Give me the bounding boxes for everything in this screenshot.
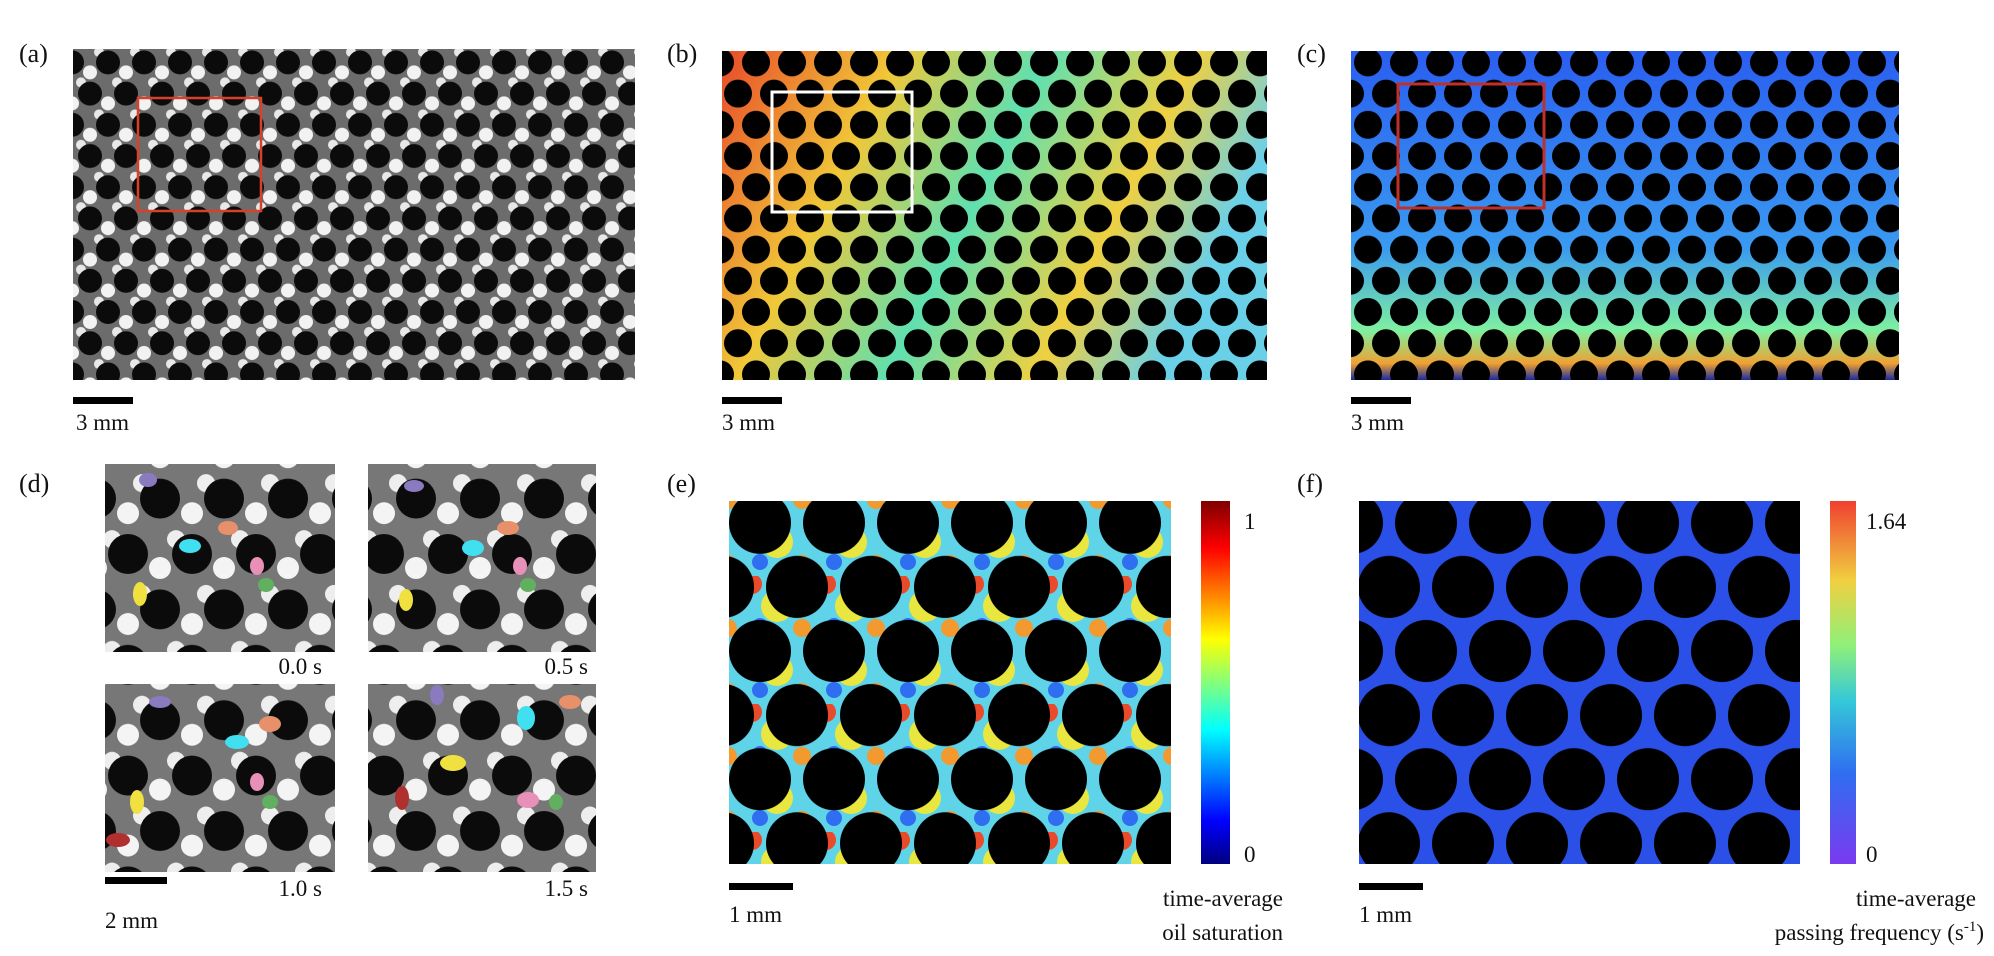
blob bbox=[149, 696, 171, 708]
blob bbox=[139, 473, 157, 487]
panel-label: (c) bbox=[1297, 39, 1326, 68]
scale-bar bbox=[722, 397, 782, 404]
blob bbox=[404, 480, 424, 492]
snapshot bbox=[368, 464, 596, 652]
title-text: passing frequency (s bbox=[1775, 920, 1964, 945]
saturation-map-holes bbox=[722, 51, 1267, 380]
snapshots bbox=[105, 464, 596, 872]
snapshot bbox=[105, 464, 335, 652]
time-label: 1.0 s bbox=[279, 876, 323, 901]
snapshot bbox=[105, 684, 335, 872]
blob bbox=[179, 539, 201, 553]
blob bbox=[462, 540, 484, 556]
panel-label: (f) bbox=[1297, 469, 1323, 498]
scale-bar bbox=[729, 883, 793, 890]
roi-box bbox=[136, 96, 263, 213]
colorbar-min: 0 bbox=[1866, 842, 1878, 867]
title-text: ) bbox=[1976, 920, 1984, 945]
blob bbox=[517, 706, 535, 730]
scale-bar bbox=[1359, 883, 1423, 890]
panel-label: (e) bbox=[667, 469, 696, 498]
panel-label: (b) bbox=[667, 39, 697, 68]
colorbar-max: 1.64 bbox=[1866, 509, 1907, 534]
snapshot bbox=[368, 684, 596, 872]
blob bbox=[520, 578, 536, 592]
frequency-zoom-holes bbox=[1359, 501, 1800, 864]
blob bbox=[262, 795, 278, 809]
time-label: 0.0 s bbox=[279, 654, 323, 679]
time-label: 0.5 s bbox=[545, 654, 589, 679]
scale-bar bbox=[1351, 397, 1411, 404]
blob bbox=[133, 582, 147, 606]
blob bbox=[513, 557, 527, 575]
saturation-zoom-holes bbox=[729, 501, 1171, 864]
frequency-map-holes bbox=[1351, 51, 1899, 380]
scale-label: 1 mm bbox=[1359, 902, 1412, 927]
panel-label: (d) bbox=[19, 469, 49, 498]
micrograph bbox=[73, 49, 635, 380]
scale-label: 3 mm bbox=[76, 410, 129, 435]
time-label: 1.5 s bbox=[545, 876, 589, 901]
colorbar-title: time-average bbox=[1163, 886, 1283, 911]
colorbar-title: passing frequency (s-1) bbox=[1775, 919, 1984, 945]
blob bbox=[559, 695, 581, 709]
roi-box bbox=[770, 90, 914, 214]
scale-bar bbox=[73, 397, 133, 404]
blob bbox=[225, 735, 249, 749]
colorbar-title: oil saturation bbox=[1162, 920, 1283, 945]
colorbar-min: 0 bbox=[1244, 842, 1256, 867]
colorbar-max: 1 bbox=[1244, 509, 1256, 534]
blob bbox=[517, 792, 539, 808]
blob bbox=[399, 589, 413, 611]
scale-label: 1 mm bbox=[729, 902, 782, 927]
blob bbox=[395, 786, 409, 810]
blob bbox=[497, 521, 519, 535]
blob bbox=[250, 557, 264, 575]
colorbar bbox=[1830, 501, 1856, 864]
blob bbox=[440, 755, 466, 771]
scale-label: 3 mm bbox=[1351, 410, 1404, 435]
blob bbox=[430, 685, 444, 705]
title-sup: -1 bbox=[1964, 919, 1977, 935]
blob bbox=[549, 794, 563, 810]
blob bbox=[258, 578, 274, 592]
colorbar bbox=[1201, 501, 1230, 864]
colorbar-title: time-average bbox=[1856, 886, 1976, 911]
blob bbox=[259, 716, 281, 732]
blob bbox=[250, 773, 264, 791]
blob bbox=[218, 521, 238, 535]
scale-bar bbox=[105, 877, 167, 884]
scale-label: 2 mm bbox=[105, 908, 158, 933]
blob bbox=[130, 790, 144, 814]
scale-label: 3 mm bbox=[722, 410, 775, 435]
panel-label: (a) bbox=[19, 39, 48, 68]
roi-box bbox=[1396, 82, 1546, 210]
blob bbox=[106, 833, 130, 847]
